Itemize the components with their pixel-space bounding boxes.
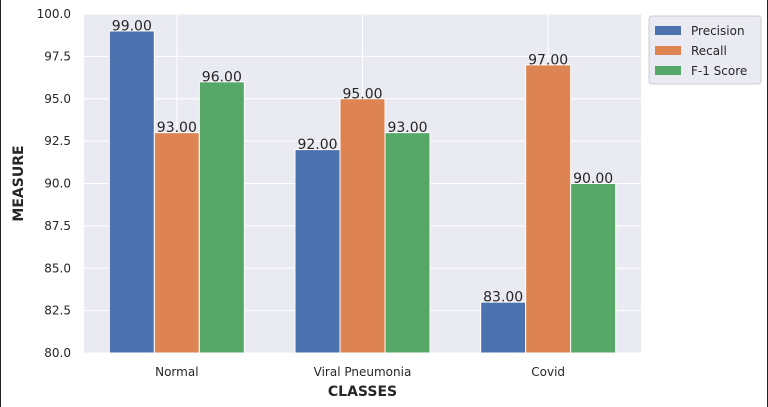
bar-f-1-score-0 [198, 81, 245, 354]
y-tick-label: 87.5 [44, 219, 71, 233]
data-label: 95.00 [342, 86, 382, 102]
legend-swatch [655, 66, 681, 75]
bar-recall-2 [525, 64, 572, 354]
y-tick-label: 97.5 [44, 49, 71, 63]
bar-recall-1 [339, 98, 386, 354]
data-label: 93.00 [387, 120, 427, 136]
data-label: 92.00 [297, 137, 337, 153]
legend-entry: Recall [691, 44, 727, 58]
legend-swatch [655, 26, 681, 35]
bar-precision-0 [108, 30, 155, 354]
y-axis-label: MEASURE [11, 145, 27, 221]
bar-f-1-score-1 [384, 132, 431, 354]
data-label: 96.00 [202, 69, 242, 85]
legend: Precision Recall F-1 Score [648, 15, 762, 85]
y-tick-label: 100.0 [37, 7, 71, 21]
data-label: 90.00 [573, 171, 613, 187]
y-axis-ticks: 80.0 82.5 85.0 87.5 90.0 92.5 95.0 97.5 100.0 [37, 7, 71, 360]
y-tick-label: 80.0 [44, 346, 71, 360]
bar-f-1-score-2 [570, 183, 617, 354]
x-axis-ticks: Normal Viral Pneumonia Covid [155, 365, 565, 379]
data-labels: 99.00 92.00 83.00 93.00 95.00 97.00 96.00 93.00… [112, 18, 613, 305]
x-tick-label: Normal [155, 365, 198, 379]
x-axis-label: CLASSES [328, 384, 397, 400]
data-label: 93.00 [157, 120, 197, 136]
bar-recall-0 [153, 132, 200, 354]
legend-entry: Precision [691, 24, 745, 38]
y-tick-label: 95.0 [44, 92, 71, 106]
y-tick-label: 90.0 [44, 177, 71, 191]
y-tick-label: 85.0 [44, 261, 71, 275]
legend-entry: F-1 Score [691, 64, 747, 78]
legend-swatch [655, 46, 681, 55]
data-label: 99.00 [112, 18, 152, 34]
x-tick-label: Covid [531, 365, 565, 379]
y-tick-label: 82.5 [44, 304, 71, 318]
data-label: 83.00 [483, 290, 523, 306]
data-label: 97.00 [528, 52, 568, 68]
y-tick-label: 92.5 [44, 134, 71, 148]
x-tick-label: Viral Pneumonia [314, 365, 412, 379]
bar-precision-1 [294, 149, 341, 354]
bars [108, 30, 617, 354]
bar-precision-2 [480, 301, 527, 354]
